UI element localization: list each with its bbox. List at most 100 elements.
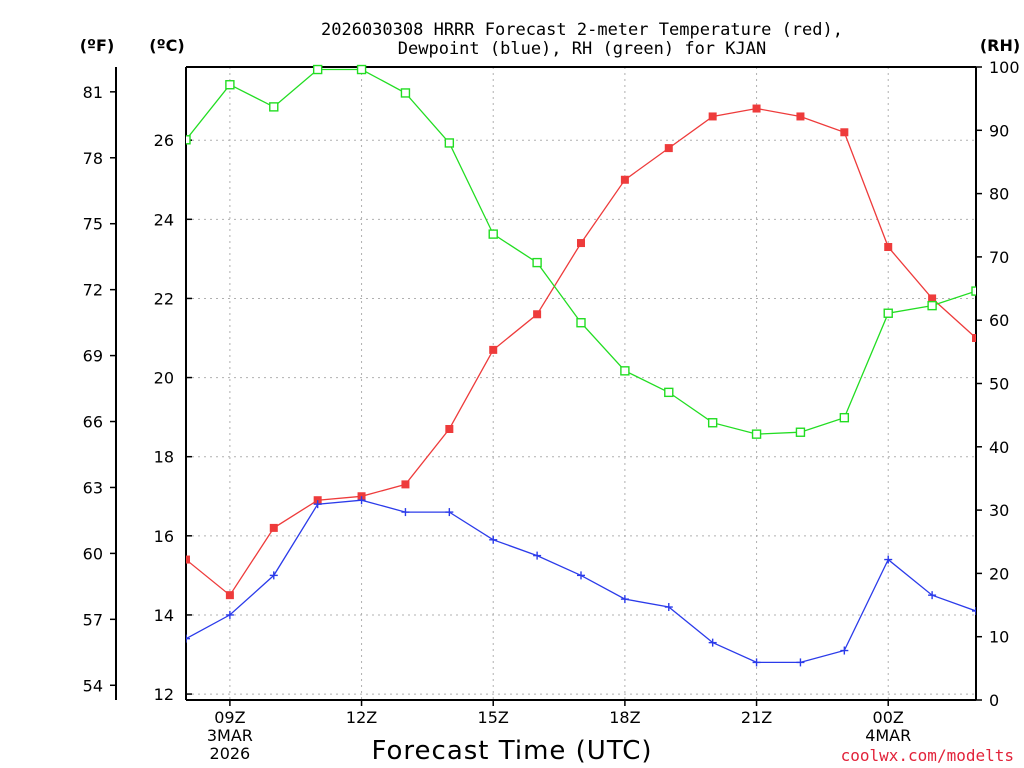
- dewpoint-point: [533, 551, 542, 560]
- rh-point: [488, 229, 498, 239]
- temperature-point: [664, 144, 673, 153]
- fahrenheit-tick-label: 69: [83, 347, 103, 366]
- celsius-unit-label: (ºC): [149, 36, 184, 55]
- dewpoint-point: [357, 496, 366, 505]
- rh-point: [444, 138, 455, 148]
- time-date-label: 3MAR: [207, 726, 253, 745]
- dewpoint-point: [796, 658, 805, 667]
- rh-tick-label: 40: [989, 438, 1009, 457]
- chart-title: 2026030308 HRRR Forecast 2-meter Tempera…: [321, 20, 843, 40]
- rh-tick-label: 60: [989, 311, 1009, 330]
- dewpoint-point: [620, 595, 629, 604]
- time-tick-label: 00Z: [873, 708, 904, 727]
- fahrenheit-tick-label: 78: [83, 149, 103, 168]
- fahrenheit-tick-label: 75: [83, 215, 103, 234]
- dewpoint-point: [928, 591, 937, 600]
- rh-point: [225, 80, 235, 90]
- dewpoint-series: [186, 496, 976, 667]
- rh-point: [356, 64, 367, 75]
- time-tick-label: 09Z: [214, 708, 245, 727]
- celsius-tick-label: 12: [154, 685, 174, 704]
- fahrenheit-tick-label: 81: [83, 83, 103, 102]
- credit-text: coolwx.com/modelts: [841, 746, 1014, 765]
- temperature-point: [752, 104, 761, 113]
- time-date-label: 4MAR: [865, 726, 911, 745]
- celsius-tick-label: 24: [154, 210, 174, 229]
- rh-point: [751, 429, 762, 439]
- dewpoint-point: [225, 610, 234, 619]
- dewpoint-point: [884, 555, 893, 564]
- chart-subtitle: Dewpoint (blue), RH (green) for KJAN: [398, 39, 766, 59]
- time-tick-label: 12Z: [346, 708, 377, 727]
- rh-point: [795, 427, 806, 437]
- rh-tick-label: 70: [989, 248, 1009, 267]
- rh-point: [664, 387, 674, 398]
- rh-point: [927, 300, 937, 311]
- temperature-point: [401, 480, 410, 489]
- fahrenheit-unit-label: (ºF): [80, 36, 115, 55]
- temperature-point: [533, 310, 542, 319]
- celsius-tick-label: 16: [154, 527, 174, 546]
- fahrenheit-tick-label: 60: [83, 544, 103, 563]
- dewpoint-point: [664, 603, 673, 612]
- rh-tick-label: 30: [989, 501, 1009, 520]
- fahrenheit-tick-label: 57: [83, 610, 103, 629]
- dewpoint-point: [489, 535, 498, 544]
- rh-point: [312, 64, 323, 75]
- rh-point: [971, 286, 976, 296]
- temperature-point: [445, 424, 454, 433]
- temperature-point: [928, 294, 937, 303]
- temperature-point: [225, 591, 234, 600]
- fahrenheit-tick-label: 54: [83, 676, 103, 695]
- dewpoint-point: [269, 571, 278, 580]
- temperature-point: [796, 112, 805, 121]
- temperature-point: [620, 175, 629, 184]
- temperature-line: [186, 107, 976, 597]
- dewpoint-point: [708, 638, 717, 647]
- dewpoint-point: [972, 606, 976, 615]
- temperature-point: [269, 523, 278, 532]
- dewpoint-point: [577, 571, 585, 580]
- temperature-point: [577, 239, 585, 248]
- dewpoint-point: [445, 508, 454, 517]
- dewpoint-line: [186, 499, 976, 664]
- temperature-series: [186, 104, 976, 600]
- temperature-point: [186, 555, 190, 564]
- grid-lines: [186, 67, 976, 700]
- rh-point: [532, 257, 542, 268]
- time-year-label: 2026: [210, 744, 251, 763]
- rh-series: [186, 64, 976, 439]
- rh-tick-label: 10: [989, 628, 1009, 647]
- temperature-point: [708, 112, 717, 121]
- rh-tick-label: 50: [989, 375, 1009, 394]
- rh-point: [400, 88, 411, 98]
- axes: 12 14 16 18 20 22 24 26 54 57 60 63 66 69 72 75 78 81 0 10 2…: [83, 58, 1020, 763]
- celsius-tick-label: 14: [154, 606, 174, 625]
- dewpoint-point: [401, 508, 410, 517]
- fahrenheit-tick-label: 72: [83, 281, 103, 300]
- rh-tick-label: 90: [989, 121, 1009, 140]
- dewpoint-point: [840, 646, 849, 655]
- rh-point: [883, 308, 893, 318]
- data-series: [186, 64, 976, 667]
- celsius-tick-label: 20: [154, 369, 174, 388]
- x-axis-label: Forecast Time (UTC): [371, 736, 652, 766]
- rh-unit-label: (RH): [980, 36, 1020, 55]
- fahrenheit-tick-label: 63: [83, 478, 103, 497]
- dewpoint-point: [313, 500, 322, 509]
- temperature-point: [489, 345, 498, 354]
- dewpoint-point: [752, 658, 761, 667]
- celsius-tick-label: 26: [154, 131, 174, 150]
- rh-line: [186, 68, 976, 435]
- dewpoint-point: [186, 634, 190, 643]
- celsius-tick-label: 18: [154, 448, 174, 467]
- rh-point: [707, 418, 718, 428]
- rh-tick-label: 0: [989, 691, 999, 710]
- rh-tick-label: 80: [989, 185, 1009, 204]
- time-tick-label: 15Z: [478, 708, 509, 727]
- rh-point: [576, 318, 586, 328]
- rh-point: [186, 135, 191, 145]
- time-tick-label: 21Z: [741, 708, 772, 727]
- rh-tick-label: 100: [989, 58, 1020, 77]
